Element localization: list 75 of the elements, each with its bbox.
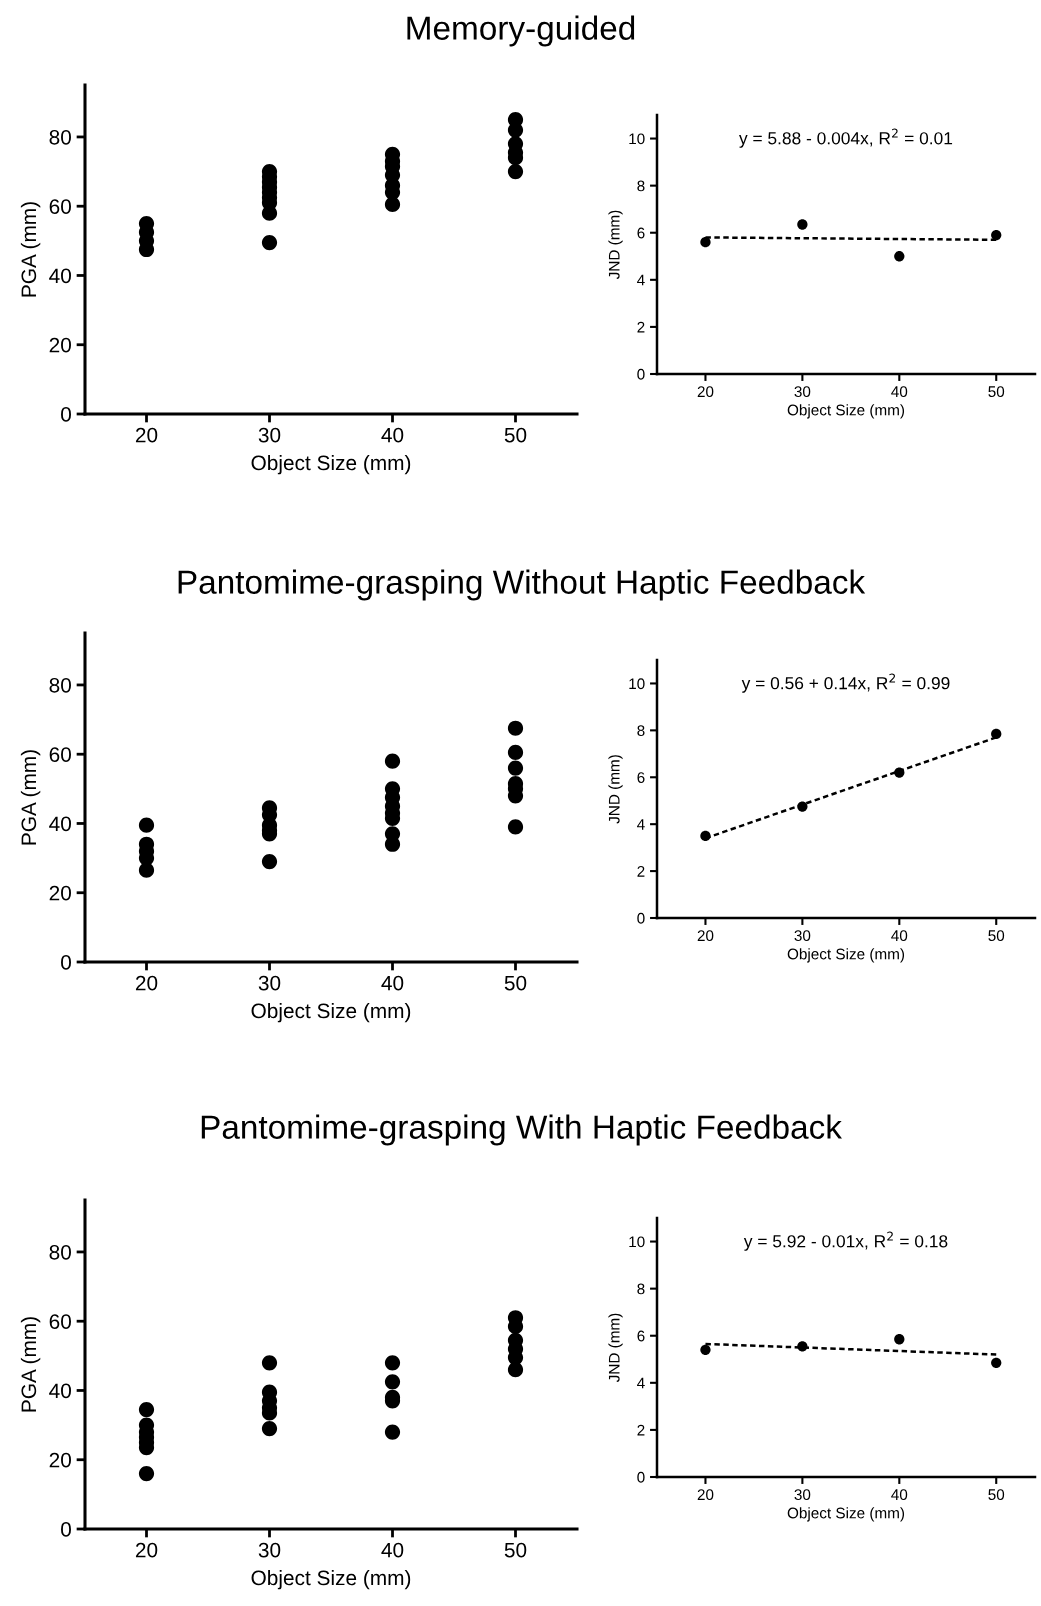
- y-tick-label: 10: [629, 1236, 645, 1248]
- y-tick-label: 0: [637, 912, 645, 924]
- x-tick-label: 20: [697, 1489, 714, 1501]
- x-axis-title: Object Size (mm): [251, 1002, 411, 1023]
- x-tick-label: 40: [381, 1542, 404, 1558]
- x-tick-label: 20: [135, 975, 158, 991]
- chart-title: Pantomime-grasping With Haptic Feedback: [201, 1114, 842, 1146]
- y-tick-label: 10: [629, 678, 645, 690]
- x-tick-label: 40: [891, 930, 908, 942]
- y-axis-title: PGA (mm): [20, 202, 41, 297]
- x-tick-label: 30: [258, 1542, 281, 1558]
- x-tick-label: 50: [988, 1489, 1005, 1501]
- y-axis-title: PGA (mm): [20, 750, 41, 845]
- y-tick-label: 2: [637, 321, 645, 333]
- y-tick-label: 8: [637, 1283, 645, 1295]
- y-tick-label: 60: [49, 1314, 71, 1329]
- y-axis-title: JND (mm): [608, 1313, 623, 1383]
- x-tick-label: 50: [988, 386, 1005, 398]
- y-tick-label: 6: [637, 772, 645, 783]
- y-tick-label: 4: [637, 819, 645, 830]
- x-tick-label: 30: [794, 1489, 811, 1501]
- y-tick-label: 60: [49, 199, 71, 214]
- chart-title: Pantomime-grasping Without Haptic Feedback: [178, 569, 866, 601]
- y-axis-title: PGA (mm): [20, 1317, 41, 1412]
- y-tick-label: 0: [61, 955, 71, 970]
- y-axis-title: JND (mm): [608, 755, 623, 824]
- x-axis-title: Object Size (mm): [251, 454, 411, 475]
- y-tick-label: 20: [49, 1452, 71, 1468]
- x-tick-label: 30: [794, 930, 811, 942]
- x-axis-title: Object Size (mm): [787, 1507, 905, 1522]
- y-tick-label: 0: [637, 368, 645, 380]
- y-tick-label: 4: [637, 274, 645, 286]
- y-tick-label: 40: [49, 816, 71, 832]
- x-tick-label: 30: [258, 975, 281, 991]
- x-tick-label: 40: [891, 386, 908, 398]
- x-axis-title: Object Size (mm): [787, 948, 905, 963]
- y-tick-label: 80: [49, 1244, 71, 1260]
- y-tick-label: 60: [49, 747, 71, 762]
- y-tick-label: 2: [637, 1424, 645, 1436]
- x-tick-label: 50: [504, 1542, 527, 1558]
- y-tick-label: 4: [637, 1377, 645, 1389]
- x-tick-label: 20: [697, 386, 714, 398]
- annotation: y = 5.88 - 0.004x, R$^{2}$ = 0.01: [739, 128, 953, 148]
- x-tick-label: 50: [988, 930, 1005, 942]
- x-axis-title: Object Size (mm): [787, 404, 905, 419]
- y-tick-label: 20: [49, 885, 71, 901]
- y-tick-label: 20: [49, 337, 71, 353]
- y-tick-label: 8: [637, 725, 645, 737]
- y-tick-label: 80: [49, 129, 71, 145]
- y-axis-title: JND (mm): [608, 210, 623, 280]
- x-tick-label: 20: [697, 930, 714, 942]
- x-tick-label: 50: [504, 427, 527, 443]
- x-tick-label: 20: [135, 427, 158, 443]
- x-tick-label: 20: [135, 1542, 158, 1558]
- chart-title: Memory-guided: [407, 15, 635, 47]
- x-tick-label: 50: [504, 975, 527, 991]
- y-tick-label: 80: [49, 677, 71, 693]
- y-tick-label: 0: [637, 1471, 645, 1483]
- y-tick-label: 40: [49, 1383, 71, 1399]
- y-tick-label: 0: [61, 1522, 71, 1537]
- x-tick-label: 40: [381, 427, 404, 443]
- y-tick-label: 6: [637, 1330, 645, 1342]
- y-tick-label: 2: [637, 865, 645, 877]
- x-tick-label: 40: [891, 1489, 908, 1501]
- x-tick-label: 30: [794, 386, 811, 398]
- x-axis-title: Object Size (mm): [251, 1569, 411, 1590]
- y-tick-label: 6: [637, 227, 645, 239]
- x-tick-label: 30: [258, 427, 281, 443]
- y-tick-label: 10: [629, 133, 645, 145]
- y-tick-label: 40: [49, 268, 71, 284]
- y-tick-label: 8: [637, 180, 645, 192]
- annotation: y = 5.92 - 0.01x, R$^{2}$ = 0.18: [743, 1231, 948, 1251]
- y-tick-label: 0: [61, 407, 71, 422]
- x-tick-label: 40: [381, 975, 404, 991]
- annotation: y = 0.56 + 0.14x, R$^{2}$ = 0.99: [741, 673, 950, 693]
